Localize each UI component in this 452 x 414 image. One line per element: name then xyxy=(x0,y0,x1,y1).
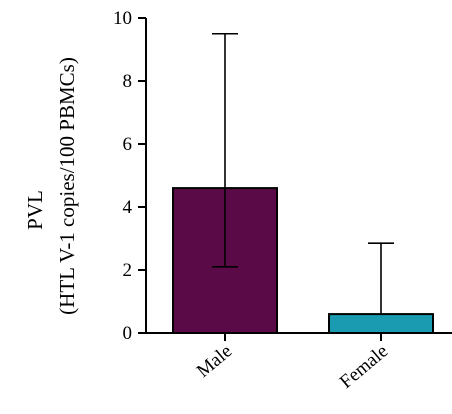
y-axis-title: PVL (HTL V-1 copies/100 PBMCs) xyxy=(23,57,79,315)
bar-female xyxy=(328,313,434,335)
y-tick-label-6: 6 xyxy=(123,134,133,155)
y-tick-label-10: 10 xyxy=(113,8,132,29)
y-tick-label-2: 2 xyxy=(123,260,133,281)
x-tick-label-female: Female xyxy=(336,341,392,393)
y-axis-label-line1: PVL xyxy=(23,190,47,230)
plot-area: 0 2 4 6 8 10 Male Female xyxy=(113,8,452,393)
y-tick-label-0: 0 xyxy=(123,323,133,344)
y-tick-label-4: 4 xyxy=(123,197,133,218)
y-tick-label-8: 8 xyxy=(123,71,133,92)
x-tick-label-male: Male xyxy=(193,341,236,382)
y-axis-label-line2: (HTL V-1 copies/100 PBMCs) xyxy=(55,57,79,315)
